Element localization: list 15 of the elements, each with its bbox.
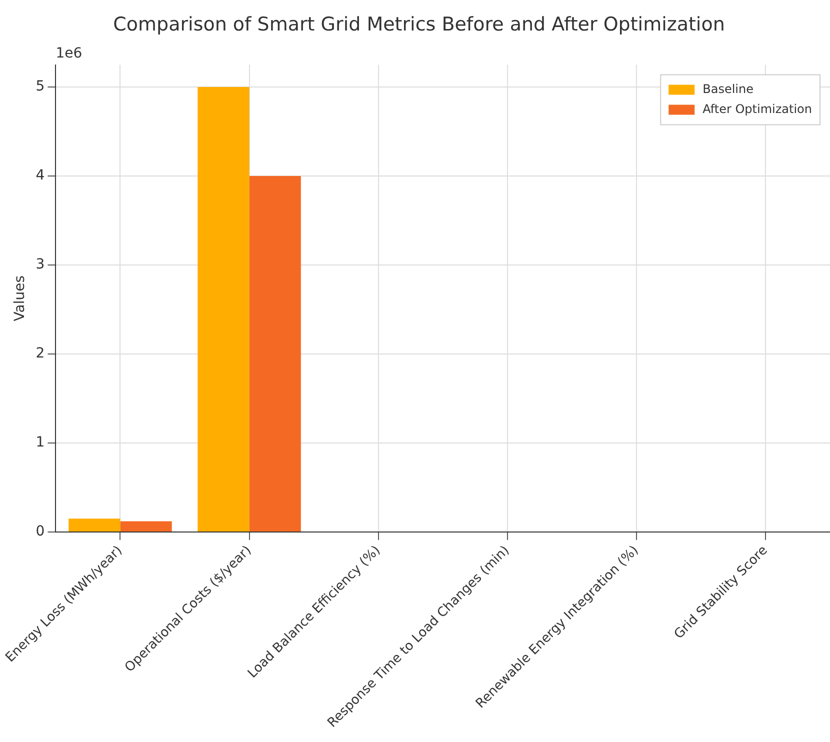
bar [249,176,301,532]
y-tick-label: 5 [36,78,45,95]
y-tick-label: 1 [36,434,45,451]
y-tick-label: 0 [36,524,45,540]
bar [120,521,172,532]
legend-label: Baseline [702,82,754,96]
bar [68,518,120,532]
y-tick-label: 4 [36,168,45,184]
y-axis-title: Values [12,275,28,322]
y-tick-label: 2 [36,346,45,362]
chart-title: Comparison of Smart Grid Metrics Before and After Optimization [113,13,725,36]
y-tick-label: 3 [36,256,45,273]
text: 1e6 [56,45,82,62]
bar [198,87,250,532]
legend-label: After Optimization [702,102,812,116]
